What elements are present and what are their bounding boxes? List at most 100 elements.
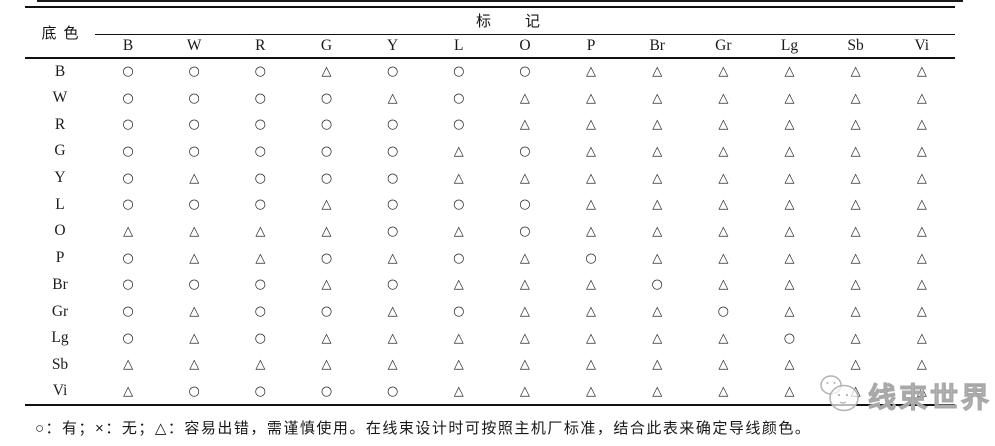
cell-symbol: ○ xyxy=(161,378,228,406)
cell-symbol: △ xyxy=(652,197,663,213)
column-header-W: W xyxy=(161,34,228,59)
cell-symbol: △ xyxy=(718,197,729,213)
page-top-rule xyxy=(37,0,963,2)
cell-symbol: ○ xyxy=(453,90,465,106)
cell-symbol: ○ xyxy=(453,304,465,320)
legend-note: ○：有；×：无；△：容易出错，需谨慎使用。在线束设计时可按照主机厂标准，结合此表… xyxy=(35,420,812,437)
cell-symbol: △ xyxy=(850,90,861,106)
cell-symbol: △ xyxy=(916,250,927,266)
cell-symbol: ○ xyxy=(717,304,729,320)
cell-symbol: △ xyxy=(123,223,134,239)
row-label-B: B xyxy=(54,62,66,80)
table-row-Lg: Lg ○ △ ○ △ △ △ △ △ △ △ ○ △ △ xyxy=(25,325,955,352)
base-color-header: 底色 xyxy=(25,6,95,59)
cell-symbol: ○ xyxy=(386,277,399,293)
cell-symbol: ○ xyxy=(519,143,531,159)
cell-symbol: △ xyxy=(624,378,691,406)
cell-symbol: ○ xyxy=(122,143,134,159)
cell-symbol: △ xyxy=(718,170,729,186)
cell-symbol: △ xyxy=(255,223,266,239)
column-header-Vi: Vi xyxy=(888,34,955,59)
cell-symbol: △ xyxy=(784,277,795,293)
column-header-G: G xyxy=(293,34,360,59)
cell-symbol: △ xyxy=(586,277,597,293)
cell-symbol: △ xyxy=(850,197,861,213)
cell-symbol: ○ xyxy=(783,330,796,346)
cell-symbol: ○ xyxy=(386,170,399,186)
cell-symbol: △ xyxy=(850,357,861,373)
cell-symbol: ○ xyxy=(519,197,531,213)
cell-symbol: △ xyxy=(652,330,663,346)
table-row-O: O △ △ △ △ ○ △ ○ △ △ △ △ △ △ xyxy=(25,218,955,245)
row-label-Vi: Vi xyxy=(25,378,95,406)
cell-symbol: ○ xyxy=(320,143,333,159)
cell-symbol: △ xyxy=(916,330,927,346)
cell-symbol: ○ xyxy=(359,378,426,406)
cell-symbol: △ xyxy=(189,330,200,346)
cell-symbol: △ xyxy=(519,357,530,373)
cell-symbol: △ xyxy=(850,277,861,293)
cell-symbol: △ xyxy=(652,143,663,159)
color-combination-table: 底色 标记 B W R G Y L O P Br Gr Lg Sb Vi B ○ ○ ○ △ ○ ○ ○ △ △ △ △ △ △ W… xyxy=(25,6,955,406)
cell-symbol: ○ xyxy=(453,64,465,80)
table-row-R: R ○ ○ ○ ○ ○ ○ △ △ △ △ △ △ △ xyxy=(25,111,955,138)
cell-symbol: △ xyxy=(718,277,729,293)
cell-symbol: △ xyxy=(784,90,795,106)
cell-symbol: △ xyxy=(652,304,663,320)
cell-symbol: △ xyxy=(255,250,266,266)
cell-symbol: △ xyxy=(718,250,729,266)
cell-symbol: ○ xyxy=(519,64,531,80)
cell-symbol: △ xyxy=(784,197,795,213)
row-label-L: L xyxy=(55,195,65,213)
cell-symbol: ○ xyxy=(585,250,597,266)
cell-symbol: △ xyxy=(850,330,861,346)
cell-symbol: ○ xyxy=(122,170,134,186)
cell-symbol: ○ xyxy=(320,117,333,133)
cell-symbol: ○ xyxy=(453,117,465,133)
cell-symbol: △ xyxy=(756,378,823,406)
cell-symbol: △ xyxy=(519,277,530,293)
cell-symbol: ○ xyxy=(386,117,399,133)
cell-symbol: △ xyxy=(718,117,729,133)
cell-symbol: △ xyxy=(491,378,558,406)
column-header-P: P xyxy=(557,34,625,59)
cell-symbol: △ xyxy=(453,170,464,186)
row-label-Gr: Gr xyxy=(51,302,69,320)
cell-symbol: ○ xyxy=(320,90,333,106)
row-label-Sb: Sb xyxy=(51,355,69,373)
cell-symbol: ○ xyxy=(188,143,200,159)
cell-symbol: ○ xyxy=(122,330,134,346)
cell-symbol: △ xyxy=(916,277,927,293)
cell-symbol: △ xyxy=(822,378,889,406)
cell-symbol: △ xyxy=(652,90,663,106)
cell-symbol: ○ xyxy=(320,170,333,186)
cell-symbol: △ xyxy=(255,357,266,373)
cell-symbol: ○ xyxy=(188,117,200,133)
cell-symbol: △ xyxy=(916,117,927,133)
cell-symbol: ○ xyxy=(254,143,267,159)
cell-symbol: ○ xyxy=(188,64,200,80)
table-row-Y: Y ○ △ ○ ○ ○ △ △ △ △ △ △ △ △ xyxy=(25,165,955,192)
table-row-Gr: Gr ○ △ ○ ○ △ ○ △ △ △ ○ △ △ △ xyxy=(25,298,955,325)
cell-symbol: △ xyxy=(586,64,597,80)
cell-symbol: △ xyxy=(916,223,927,239)
cell-symbol: △ xyxy=(916,357,927,373)
column-header-Y: Y xyxy=(359,34,426,59)
cell-symbol: △ xyxy=(586,223,597,239)
column-header-B: B xyxy=(95,34,162,59)
cell-symbol: △ xyxy=(321,277,332,293)
cell-symbol: ○ xyxy=(320,304,333,320)
cell-symbol: ○ xyxy=(122,117,134,133)
cell-symbol: ○ xyxy=(386,64,399,80)
cell-symbol: △ xyxy=(888,378,955,406)
cell-symbol: △ xyxy=(519,330,530,346)
table-row-Sb: Sb △ △ △ △ △ △ △ △ △ △ △ △ △ xyxy=(25,352,955,379)
cell-symbol: △ xyxy=(519,304,530,320)
cell-symbol: △ xyxy=(916,64,927,80)
cell-symbol: ○ xyxy=(227,378,294,406)
cell-symbol: △ xyxy=(189,304,200,320)
cell-symbol: ○ xyxy=(254,197,267,213)
cell-symbol: △ xyxy=(519,117,530,133)
cell-symbol: △ xyxy=(784,117,795,133)
cell-symbol: ○ xyxy=(188,197,200,213)
